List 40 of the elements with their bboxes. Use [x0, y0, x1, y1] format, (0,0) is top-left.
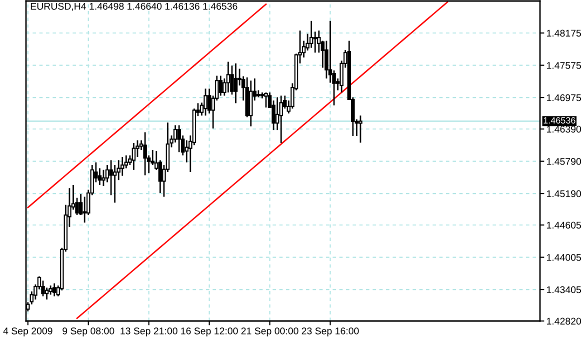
- line-series: [27, 4, 267, 208]
- candlestick: [82, 196, 86, 224]
- candlestick: [234, 62, 238, 104]
- y-tick-label: 1.46390: [546, 126, 582, 133]
- candlestick: [358, 114, 362, 144]
- y-tick-label: 1.43405: [546, 286, 581, 294]
- x-tick-label: 9 Sep 08:00: [62, 328, 114, 336]
- x-tick-label: 23 Sep 16:00: [302, 328, 359, 336]
- candlestick: [120, 156, 124, 176]
- candlestick: [132, 142, 136, 171]
- candlestick: [52, 282, 56, 297]
- candlestick: [102, 169, 106, 187]
- candlestick: [279, 94, 283, 144]
- y-tick-label: 1.44005: [546, 254, 581, 261]
- candlestick: [204, 88, 208, 116]
- candlestick: [173, 124, 178, 144]
- y-tick-label: 1.47575: [546, 62, 581, 69]
- y-tick-label: 1.44605: [546, 222, 581, 229]
- candlestick: [41, 280, 45, 297]
- candlestick: [112, 164, 117, 204]
- candlestick: [218, 75, 223, 96]
- y-tick-label: 1.45190: [546, 190, 582, 198]
- candlestick: [44, 286, 49, 300]
- x-tick-label: 4 Sep 2009: [3, 328, 52, 336]
- x-tick-label: 16 Sep 12:00: [181, 328, 238, 336]
- candlestick: [309, 20, 314, 48]
- y-tick-label: 1.42820: [546, 318, 582, 325]
- candlestick: [48, 284, 52, 296]
- chart-title: EURUSD,H4 1.46498 1.46640 1.46136 1.46536: [30, 2, 238, 11]
- candlestick: [264, 92, 268, 108]
- y-tick-label: 1.48175: [546, 30, 581, 37]
- candlestick: [226, 61, 230, 94]
- y-tick-label: 1.45790: [546, 158, 582, 165]
- x-tick-label: 21 Sep 00:00: [241, 328, 298, 336]
- x-tick-label: 13 Sep 21:00: [120, 328, 178, 336]
- candlestick: [177, 124, 181, 153]
- ref-line-label: 1.46536: [544, 117, 576, 124]
- y-tick-label: 1.46975: [546, 94, 581, 102]
- candlestick: [313, 30, 318, 54]
- candlestick: [143, 132, 147, 176]
